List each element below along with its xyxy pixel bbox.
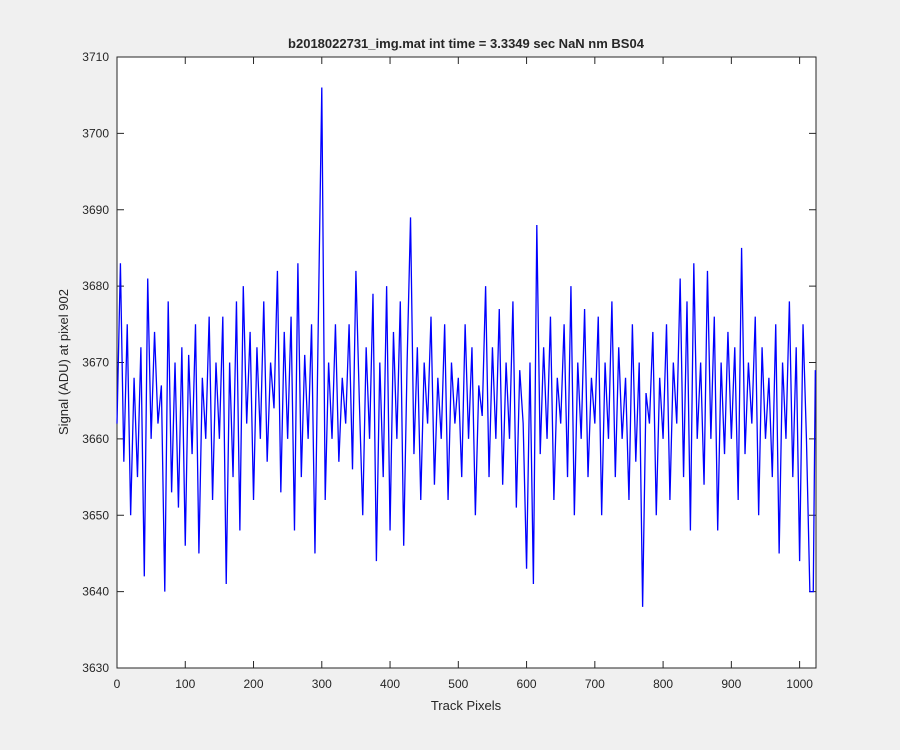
x-tick-label: 1000: [786, 677, 813, 691]
x-axis-label: Track Pixels: [431, 698, 502, 713]
y-tick-label: 3690: [82, 203, 109, 217]
x-tick-label: 300: [312, 677, 332, 691]
x-tick-label: 900: [721, 677, 741, 691]
x-tick-label: 700: [585, 677, 605, 691]
x-tick-label: 100: [175, 677, 195, 691]
y-tick-label: 3710: [82, 50, 109, 64]
x-tick-label: 0: [114, 677, 121, 691]
x-tick-label: 400: [380, 677, 400, 691]
x-tick-label: 600: [517, 677, 537, 691]
x-tick-label: 200: [244, 677, 264, 691]
y-tick-label: 3660: [82, 432, 109, 446]
data-line: [116, 87, 816, 607]
y-axis-label: Signal (ADU) at pixel 902: [56, 289, 71, 435]
y-tick-label: 3630: [82, 661, 109, 675]
y-tick-label: 3640: [82, 585, 109, 599]
chart-title: b2018022731_img.mat int time = 3.3349 se…: [288, 36, 645, 51]
y-tick-label: 3670: [82, 356, 109, 370]
y-tick-label: 3680: [82, 279, 109, 293]
y-tick-label: 3700: [82, 126, 109, 140]
y-tick-label: 3650: [82, 508, 109, 522]
x-tick-label: 800: [653, 677, 673, 691]
x-tick-label: 500: [448, 677, 468, 691]
